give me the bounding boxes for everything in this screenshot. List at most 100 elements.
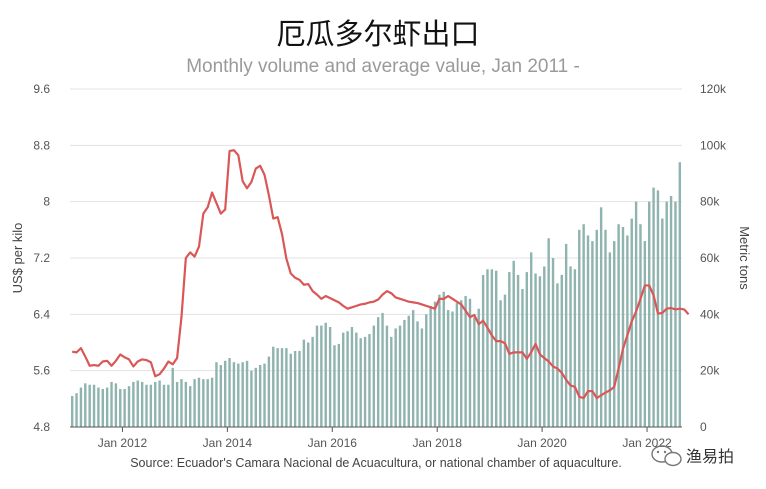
volume-bar	[154, 381, 157, 427]
volume-bar	[451, 311, 454, 427]
left-tick-label: 9.6	[33, 82, 50, 96]
volume-bar	[258, 365, 262, 427]
volume-bar	[123, 388, 126, 427]
price-line-layer	[72, 149, 690, 400]
left-tick-label: 6.4	[33, 307, 50, 321]
volume-bar	[529, 252, 533, 427]
volume-bar	[608, 252, 612, 427]
volume-bar	[425, 314, 428, 427]
x-tick-label: Jan 2012	[98, 436, 148, 450]
volume-bar	[280, 348, 284, 427]
volume-bar	[272, 346, 275, 427]
left-axis-label: US$ per kilo	[10, 223, 25, 294]
watermark-text: 渔易拍	[686, 447, 734, 466]
volume-bar	[110, 381, 113, 427]
volume-bar	[372, 325, 376, 427]
volume-bar	[350, 327, 354, 427]
volume-bar	[320, 325, 323, 427]
volume-bar	[512, 260, 515, 427]
volume-bar	[499, 300, 502, 427]
right-tick-label: 100k	[700, 138, 727, 152]
volume-bar	[302, 339, 306, 427]
volume-bar	[119, 388, 122, 427]
volume-bar	[407, 315, 410, 427]
volume-bar	[342, 332, 345, 427]
volume-bar	[551, 258, 555, 427]
volume-bar	[241, 362, 244, 427]
volume-bar	[433, 301, 437, 427]
volume-bar	[674, 201, 677, 427]
volume-bar	[285, 348, 288, 427]
volume-bar	[643, 241, 647, 427]
volume-bar	[210, 377, 214, 427]
volume-bar	[403, 319, 406, 427]
right-tick-label: 120k	[700, 82, 727, 96]
left-tick-label: 8.8	[33, 138, 50, 152]
source-note: Source: Ecuador's Camara Nacional de Acu…	[130, 456, 622, 470]
volume-bar	[599, 207, 603, 427]
right-tick-label: 40k	[700, 307, 720, 321]
volume-bar	[669, 196, 673, 427]
volume-bar	[75, 393, 78, 427]
watermark: 渔易拍	[651, 445, 734, 467]
volume-bar	[521, 288, 524, 427]
volume-bar	[429, 305, 432, 427]
x-tick-label: Jan 2016	[308, 436, 358, 450]
volume-bars	[70, 162, 682, 427]
volume-bar	[79, 387, 83, 427]
volume-bar	[534, 273, 537, 427]
volume-bar	[355, 332, 358, 427]
volume-bar	[114, 383, 118, 427]
volume-bar	[197, 377, 201, 427]
volume-bar	[232, 362, 236, 427]
right-tick-label: 80k	[700, 195, 720, 209]
left-tick-label: 7.2	[33, 251, 50, 265]
right-tick-label: 0	[700, 420, 707, 434]
volume-bar	[678, 162, 682, 427]
volume-bar	[175, 381, 179, 427]
volume-bar	[385, 325, 389, 427]
volume-bar	[621, 227, 625, 427]
volume-bar	[145, 384, 148, 427]
volume-bar	[337, 343, 341, 427]
volume-bar	[105, 387, 109, 427]
volume-bar	[228, 357, 231, 427]
volume-bar	[394, 328, 397, 427]
right-axis-ticks: 0 20k 40k 60k 80k 100k 120k	[700, 82, 727, 434]
volume-bar	[438, 294, 441, 427]
volume-bar	[359, 338, 362, 427]
volume-bar	[617, 224, 620, 427]
volume-bar	[293, 350, 297, 427]
volume-bar	[556, 283, 559, 427]
volume-bar	[263, 363, 266, 427]
volume-bar	[171, 367, 174, 427]
volume-bar	[333, 345, 336, 427]
volume-bar	[648, 201, 651, 427]
volume-bar	[97, 387, 100, 427]
volume-bar	[184, 381, 188, 427]
volume-bar	[70, 396, 74, 427]
volume-bar	[495, 270, 498, 427]
volume-bar	[376, 317, 380, 427]
volume-bar	[311, 336, 314, 427]
chart-title: 厄瓜多尔虾出口	[276, 17, 479, 51]
volume-bar	[381, 312, 384, 427]
volume-bar	[569, 266, 572, 427]
volume-bar	[455, 303, 459, 427]
volume-bar	[101, 388, 104, 427]
volume-bar	[328, 327, 332, 427]
volume-bar	[368, 334, 371, 427]
volume-bar	[442, 291, 445, 427]
left-tick-label: 8	[43, 195, 50, 209]
chart-subtitle: Monthly volume and average value, Jan 20…	[186, 56, 580, 77]
left-tick-label: 5.6	[33, 364, 50, 378]
volume-bar	[149, 384, 153, 427]
volume-bar	[503, 294, 507, 427]
volume-bar	[639, 224, 642, 427]
volume-bar	[245, 360, 249, 427]
volume-bar	[189, 386, 192, 427]
volume-bar	[411, 310, 415, 427]
volume-bar	[460, 300, 463, 427]
volume-bar	[468, 298, 472, 427]
